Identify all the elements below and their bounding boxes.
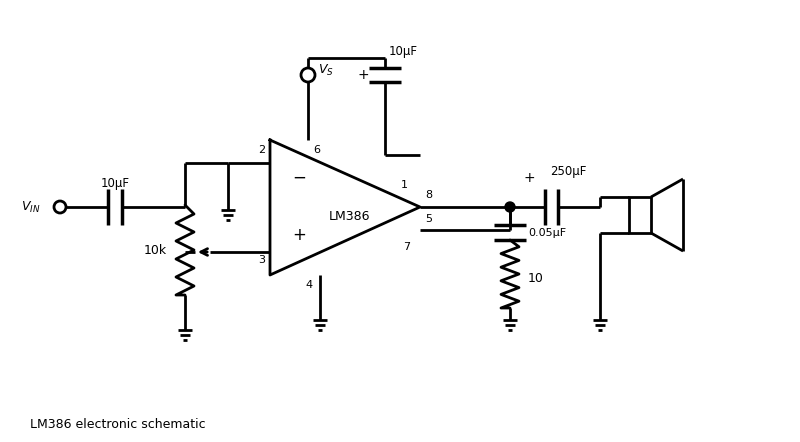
- Text: $V_S$: $V_S$: [318, 62, 334, 77]
- Text: 3: 3: [258, 255, 265, 265]
- Text: 1: 1: [401, 180, 408, 190]
- Text: 4: 4: [305, 280, 312, 290]
- Text: 6: 6: [313, 145, 320, 155]
- Text: 10μF: 10μF: [389, 46, 418, 58]
- Text: 8: 8: [425, 190, 432, 200]
- Text: 2: 2: [258, 145, 265, 155]
- Text: 10k: 10k: [144, 244, 167, 256]
- Bar: [629, 197, 651, 233]
- Text: 10μF: 10μF: [101, 176, 130, 190]
- Text: −: −: [292, 169, 306, 187]
- Text: 5: 5: [425, 214, 432, 224]
- Text: 250μF: 250μF: [550, 164, 586, 178]
- Text: 10: 10: [528, 273, 544, 286]
- Text: $V_{IN}$: $V_{IN}$: [21, 199, 40, 214]
- Text: +: +: [523, 171, 535, 185]
- Text: LM386 electronic schematic: LM386 electronic schematic: [30, 419, 206, 431]
- Text: LM386: LM386: [330, 210, 370, 224]
- Text: +: +: [292, 226, 306, 244]
- Text: +: +: [357, 68, 369, 82]
- Text: 7: 7: [403, 242, 410, 252]
- Text: 0.05μF: 0.05μF: [528, 228, 566, 237]
- Circle shape: [505, 202, 515, 212]
